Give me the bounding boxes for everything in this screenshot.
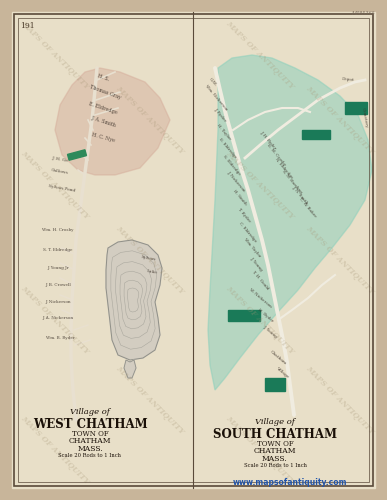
Text: H. Smith: H. Smith [233,190,248,206]
Text: Wm. H. Crosby: Wm. H. Crosby [42,228,74,232]
Text: 191: 191 [20,22,34,30]
Text: J. H. Gr.: J. H. Gr. [51,156,69,164]
Polygon shape [55,68,170,175]
Text: Village of: Village of [70,408,110,416]
Text: Scale 20 Rods to 1 Inch: Scale 20 Rods to 1 Inch [58,453,122,458]
Text: J. Ryder: J. Ryder [213,108,227,122]
Text: E. Eldredge: E. Eldredge [218,137,238,159]
Text: J. N. Smith: J. N. Smith [291,185,309,205]
Text: MAPS OF ANTIQUITY: MAPS OF ANTIQUITY [304,364,376,436]
Bar [345,102,367,114]
Text: Village of: Village of [255,418,295,426]
Text: MAPS OF ANTIQUITY: MAPS OF ANTIQUITY [114,84,186,156]
Text: Wm. Nickerson: Wm. Nickerson [204,84,228,112]
Text: Depot: Depot [342,78,354,82]
Text: MAPS OF ANTIQUITY: MAPS OF ANTIQUITY [19,414,91,486]
Text: J. Young: J. Young [249,256,263,272]
Text: Lake: Lake [146,269,158,275]
Text: S. Eldredge: S. Eldredge [223,154,241,176]
Text: SOUTH CHATHAM: SOUTH CHATHAM [213,428,337,441]
Text: WEST CHATHAM: WEST CHATHAM [33,418,147,431]
Text: C. W. Baker: C. W. Baker [299,198,317,218]
Bar [228,310,260,321]
Text: H. C. Nye: H. C. Nye [91,132,115,143]
Text: Wm. B. Ryder: Wm. B. Ryder [46,336,74,340]
Text: T. H. Gould: T. H. Gould [251,270,269,290]
Text: H. S.: H. S. [96,74,110,82]
Text: MAPS OF ANTIQUITY: MAPS OF ANTIQUITY [114,224,186,296]
Text: S. T. Eldredge: S. T. Eldredge [43,248,73,252]
Text: J. A. Smith: J. A. Smith [91,116,117,128]
Polygon shape [208,55,372,390]
Text: J. Young Jr: J. Young Jr [47,266,69,270]
Text: MAPS OF ANTIQUITY: MAPS OF ANTIQUITY [304,84,376,156]
Text: J. H. Ryder: J. H. Ryder [259,130,277,150]
Text: CHATHAM: CHATHAM [69,437,111,445]
Text: H. Ryder: H. Ryder [257,308,274,322]
Text: M385365: M385365 [351,11,375,16]
Text: Scale 20 Rods to 1 Inch: Scale 20 Rods to 1 Inch [243,463,307,468]
Text: MAPS OF ANTIQUITY: MAPS OF ANTIQUITY [224,284,296,356]
Text: www.mapsofantiquity.com: www.mapsofantiquity.com [233,478,347,487]
Text: S. N. Harding: S. N. Harding [281,170,303,194]
Text: Sylvan: Sylvan [140,254,156,262]
Text: MAPS OF ANTIQUITY: MAPS OF ANTIQUITY [224,150,296,220]
Text: Gallows: Gallows [51,168,69,175]
Text: MASS.: MASS. [262,455,288,463]
Text: TOWN OF: TOWN OF [257,440,293,448]
Text: Cemetery: Cemetery [361,108,369,128]
Text: Chatham: Chatham [269,350,287,366]
Text: Thomas Gray: Thomas Gray [89,84,121,100]
Text: MAPS OF ANTIQUITY: MAPS OF ANTIQUITY [19,150,91,220]
Text: MAPS OF ANTIQUITY: MAPS OF ANTIQUITY [19,20,91,90]
Text: J. Nickerson: J. Nickerson [45,300,71,304]
Text: MAPS OF ANTIQUITY: MAPS OF ANTIQUITY [114,364,186,436]
Text: J. A. Nickerson: J. A. Nickerson [43,316,74,320]
Text: Wm. Taylor: Wm. Taylor [243,238,261,258]
Text: W. Nickerson: W. Nickerson [248,288,272,308]
Text: TOWN OF: TOWN OF [72,430,108,438]
Bar [67,150,86,160]
Text: J. Nickerson: J. Nickerson [226,171,246,193]
Text: MASS.: MASS. [77,445,103,453]
Text: H. Taylor: H. Taylor [216,124,232,140]
Text: MAPS OF ANTIQUITY: MAPS OF ANTIQUITY [19,284,91,356]
Text: J. B. Crowell: J. B. Crowell [45,283,71,287]
Text: MAPS OF ANTIQUITY: MAPS OF ANTIQUITY [224,20,296,90]
Text: G.W.: G.W. [208,77,218,87]
Text: E. M. Crosby: E. M. Crosby [266,144,286,167]
Text: Sylvan Pond: Sylvan Pond [48,184,76,192]
Text: Village: Village [275,366,289,378]
Text: T. Ryder: T. Ryder [237,207,251,223]
Text: MAPS OF ANTIQUITY: MAPS OF ANTIQUITY [224,414,296,486]
Text: MAPS OF ANTIQUITY: MAPS OF ANTIQUITY [304,224,376,296]
Polygon shape [106,240,162,360]
Text: E. Eldredge: E. Eldredge [88,101,118,115]
Bar [302,130,330,139]
Polygon shape [124,360,136,378]
Text: C. Eldredge: C. Eldredge [238,221,258,243]
Text: CHATHAM: CHATHAM [254,447,296,455]
Text: N. Eldredge: N. Eldredge [274,157,294,179]
Text: J. Young: J. Young [262,325,278,339]
Bar [265,378,285,391]
